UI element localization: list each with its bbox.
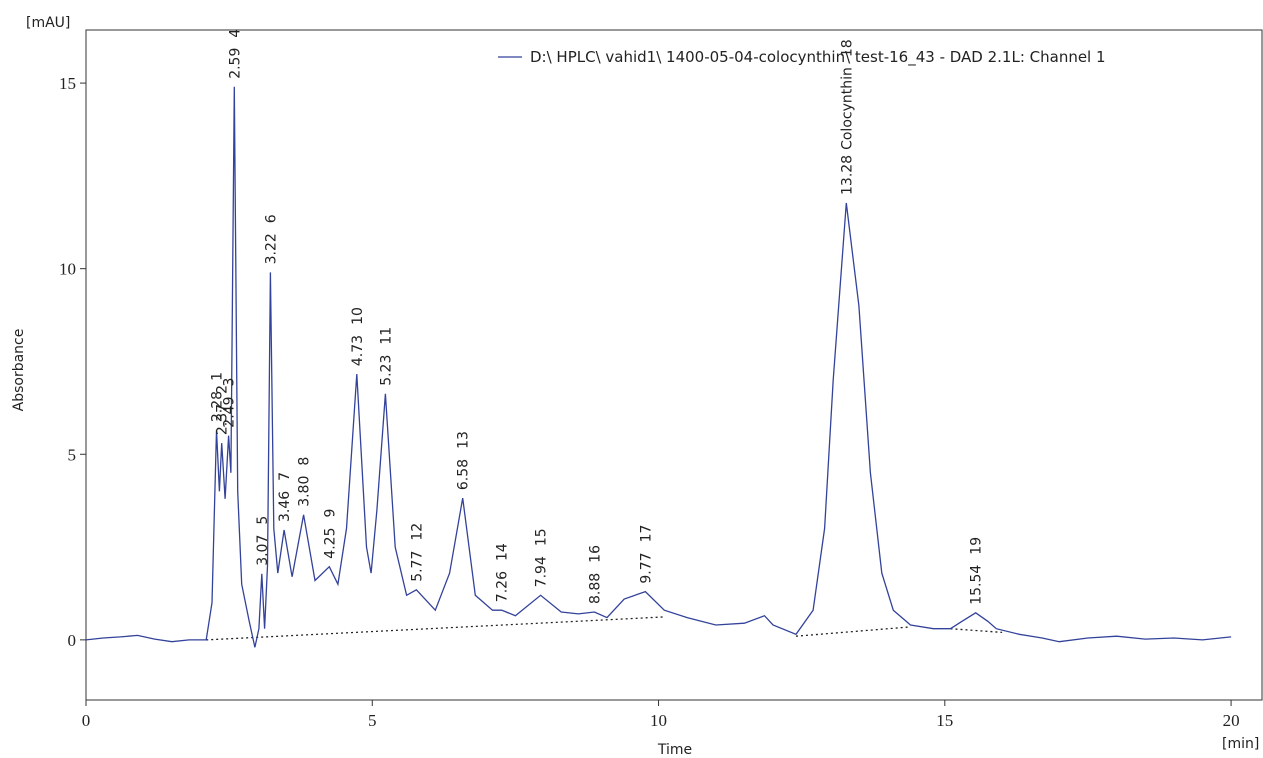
peak-id: 11 bbox=[378, 327, 394, 345]
peak-label: 8.88 16 bbox=[587, 545, 603, 604]
peak-id: 6 bbox=[263, 214, 279, 223]
peak-rt: 3.22 bbox=[263, 233, 279, 264]
peak-rt: 13.28 bbox=[839, 155, 855, 195]
peak-id: 9 bbox=[322, 509, 338, 518]
peak-rt: 2.49 bbox=[222, 397, 238, 428]
peak-rt: 6.58 bbox=[456, 459, 472, 490]
x-tick-label: 0 bbox=[82, 711, 91, 730]
peak-label: 2.37 2 bbox=[215, 385, 231, 435]
legend-label: D:\ HPLC\ vahid1\ 1400-05-04-colocynthin… bbox=[530, 48, 1106, 67]
peak-id: 15 bbox=[534, 528, 550, 546]
peak-label: 7.94 15 bbox=[534, 528, 550, 587]
peak-rt: 15.54 bbox=[969, 565, 985, 605]
peak-rt: 8.88 bbox=[587, 573, 603, 604]
peak-id: 10 bbox=[350, 307, 366, 325]
y-unit: [mAU] bbox=[26, 15, 70, 31]
x-unit: [min] bbox=[1222, 736, 1259, 752]
y-tick-label: 5 bbox=[68, 445, 77, 464]
peak-label: 4.25 9 bbox=[322, 509, 338, 559]
peak-label: 2.28 1 bbox=[210, 372, 226, 422]
trace bbox=[85, 86, 1232, 648]
y-tick-label: 15 bbox=[59, 74, 76, 93]
y-tick-label: 0 bbox=[68, 631, 77, 650]
peak-rt: 5.23 bbox=[378, 355, 394, 386]
peak-id: 14 bbox=[495, 543, 511, 561]
peak-label: 13.28 Colocynthin 18 bbox=[839, 39, 855, 195]
x-tick-label: 5 bbox=[368, 711, 377, 730]
peak-rt: 2.37 bbox=[215, 404, 231, 435]
peak-id: 18 bbox=[839, 39, 855, 57]
peak-rt: 3.07 bbox=[255, 535, 271, 566]
peak-label: 7.26 14 bbox=[495, 543, 511, 602]
peak-label: 9.77 17 bbox=[638, 525, 654, 584]
peak-id: 16 bbox=[587, 545, 603, 563]
peak-label: 2.59 4 bbox=[227, 29, 243, 79]
peak-rt: 7.94 bbox=[534, 556, 550, 587]
peak-rt: 3.80 bbox=[297, 476, 313, 507]
peak-rt: 5.77 bbox=[409, 551, 425, 582]
peak-id: 17 bbox=[638, 525, 654, 543]
peak-label: 5.23 11 bbox=[378, 327, 394, 386]
peak-id: 2 bbox=[215, 385, 231, 394]
peak-id: 3 bbox=[222, 378, 238, 387]
peak-name: Colocynthin bbox=[839, 67, 855, 150]
peak-id: 19 bbox=[969, 537, 985, 555]
peak-id: 7 bbox=[277, 472, 293, 481]
peak-rt: 2.28 bbox=[210, 391, 226, 422]
x-tick-label: 10 bbox=[650, 711, 667, 730]
integration-baseline bbox=[950, 628, 1003, 634]
peak-id: 5 bbox=[255, 516, 271, 525]
peak-label: 4.73 10 bbox=[350, 307, 366, 366]
peak-id: 12 bbox=[409, 523, 425, 541]
integration-baseline bbox=[795, 626, 911, 637]
peak-rt: 3.46 bbox=[277, 491, 293, 522]
peak-id: 4 bbox=[227, 29, 243, 38]
x-tick-label: 20 bbox=[1223, 711, 1240, 730]
y-tick-label: 10 bbox=[59, 260, 76, 279]
peak-rt: 4.73 bbox=[350, 335, 366, 366]
peak-id: 1 bbox=[210, 372, 226, 381]
peak-label: 3.80 8 bbox=[297, 457, 313, 507]
plot-frame bbox=[85, 29, 1263, 701]
peak-rt: 7.26 bbox=[495, 571, 511, 602]
x-axis-label: Time bbox=[657, 742, 692, 758]
peak-id: 8 bbox=[297, 457, 313, 466]
peak-id: 13 bbox=[456, 431, 472, 449]
peak-label: 3.46 7 bbox=[277, 472, 293, 522]
integration-baseline bbox=[206, 616, 665, 641]
peak-rt: 9.77 bbox=[638, 552, 654, 583]
peak-label: 2.49 3 bbox=[222, 378, 238, 428]
y-axis-label: Absorbance bbox=[11, 329, 27, 412]
peak-rt: 2.59 bbox=[227, 48, 243, 79]
peak-rt: 4.25 bbox=[322, 528, 338, 559]
peak-label: 15.54 19 bbox=[969, 537, 985, 605]
peak-label: 3.07 5 bbox=[255, 516, 271, 566]
peak-label: 3.22 6 bbox=[263, 214, 279, 264]
peak-label: 5.77 12 bbox=[409, 523, 425, 582]
peak-label: 6.58 13 bbox=[456, 431, 472, 490]
x-tick-label: 15 bbox=[936, 711, 953, 730]
